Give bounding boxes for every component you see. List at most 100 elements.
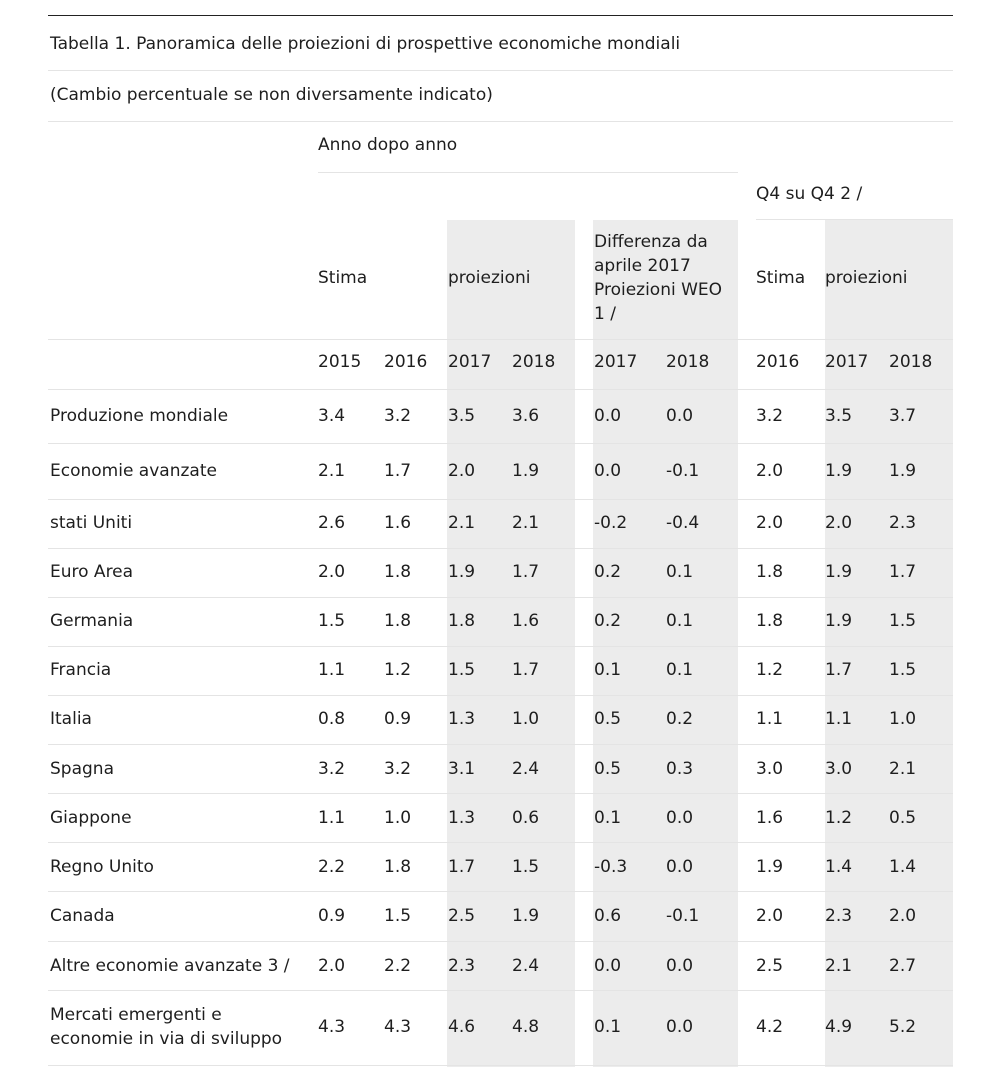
table-cell: 2.7 [889, 956, 917, 976]
table-cell: 3.0 [756, 759, 784, 779]
shade-band-projections [447, 220, 575, 1067]
table-cell: 4.2 [756, 1017, 784, 1037]
row-label: Mercati emergenti e economie in via di s… [50, 1005, 283, 1049]
table-cell: 1.1 [318, 660, 346, 680]
table-cell: 1.7 [825, 660, 853, 680]
table-cell: 0.0 [666, 406, 694, 426]
table-cell: 1.5 [889, 611, 917, 631]
table-cell: 1.7 [448, 857, 476, 877]
row-divider [48, 891, 953, 892]
table-cell: 1.9 [512, 906, 540, 926]
table-cell: 3.6 [512, 406, 540, 426]
table-cell: 2.3 [448, 956, 476, 976]
table-cell: 1.4 [825, 857, 853, 877]
row-divider [48, 646, 953, 647]
table-cell: 3.1 [448, 759, 476, 779]
table-cell: 1.0 [384, 808, 412, 828]
table-cell: 4.3 [384, 1017, 412, 1037]
table-cell: 0.5 [594, 709, 622, 729]
row-label: Regno Unito [50, 857, 154, 877]
table-cell: 0.2 [594, 611, 622, 631]
table-cell: 2.0 [756, 513, 784, 533]
table-cell: 0.0 [666, 857, 694, 877]
table-cell: 1.5 [384, 906, 412, 926]
table-cell: 0.9 [318, 906, 346, 926]
table-cell: 0.1 [594, 1017, 622, 1037]
year-header: 2015 [318, 352, 362, 372]
table-cell: -0.3 [594, 857, 628, 877]
table-cell: 3.2 [756, 406, 784, 426]
table-cell: 1.6 [384, 513, 412, 533]
table-cell: 0.0 [666, 1017, 694, 1037]
year-header: 2018 [512, 352, 556, 372]
table-cell: -0.2 [594, 513, 628, 533]
row-label: Spagna [50, 759, 114, 779]
table-cell: 1.2 [825, 808, 853, 828]
table-cell: 1.9 [756, 857, 784, 877]
table-cell: 0.9 [384, 709, 412, 729]
row-divider [48, 695, 953, 696]
table-cell: 3.7 [889, 406, 917, 426]
table-cell: 3.5 [448, 406, 476, 426]
table-cell: 1.1 [318, 808, 346, 828]
table-cell: 0.1 [594, 808, 622, 828]
table-cell: 3.5 [825, 406, 853, 426]
row-divider [48, 990, 953, 991]
table-cell: 0.1 [666, 611, 694, 631]
table-cell: 3.2 [384, 759, 412, 779]
table-cell: 2.3 [889, 513, 917, 533]
table-cell: 2.2 [318, 857, 346, 877]
table-cell: 1.5 [512, 857, 540, 877]
table-cell: 2.2 [384, 956, 412, 976]
table-cell: 2.0 [318, 562, 346, 582]
table-cell: 4.8 [512, 1017, 540, 1037]
table-cell: 2.3 [825, 906, 853, 926]
table-cell: 1.0 [889, 709, 917, 729]
divider [756, 219, 953, 220]
table-cell: 1.5 [318, 611, 346, 631]
table-cell: 2.4 [512, 956, 540, 976]
table-cell: 0.0 [594, 406, 622, 426]
table-cell: 2.1 [889, 759, 917, 779]
table-cell: 0.5 [889, 808, 917, 828]
table-cell: 1.7 [889, 562, 917, 582]
table-cell: 0.6 [594, 906, 622, 926]
table-cell: 2.5 [756, 956, 784, 976]
table-cell: 0.8 [318, 709, 346, 729]
header-stima: Stima [318, 268, 368, 288]
table-cell: 1.9 [825, 562, 853, 582]
table-cell: 1.8 [448, 611, 476, 631]
table-cell: 3.0 [825, 759, 853, 779]
table-cell: 1.1 [825, 709, 853, 729]
table-cell: 2.1 [825, 956, 853, 976]
row-label: Euro Area [50, 562, 134, 582]
year-header: 2016 [384, 352, 428, 372]
table-cell: 0.1 [594, 660, 622, 680]
table-cell: 2.0 [756, 461, 784, 481]
row-divider [48, 941, 953, 942]
row-divider [48, 548, 953, 549]
table-cell: 1.9 [448, 562, 476, 582]
table-cell: 1.3 [448, 808, 476, 828]
table-cell: 2.0 [448, 461, 476, 481]
row-label: Francia [50, 660, 112, 680]
table-cell: 1.7 [512, 562, 540, 582]
table-cell: -0.1 [666, 906, 700, 926]
table-cell: 1.5 [889, 660, 917, 680]
table-cell: 1.6 [512, 611, 540, 631]
table-cell: 0.5 [594, 759, 622, 779]
table-cell: 0.0 [594, 461, 622, 481]
row-divider [48, 597, 953, 598]
table-cell: 0.1 [666, 660, 694, 680]
table-cell: 1.9 [825, 461, 853, 481]
divider [48, 70, 953, 71]
table-cell: 4.3 [318, 1017, 346, 1037]
table-cell: 2.1 [512, 513, 540, 533]
row-divider [48, 499, 953, 500]
row-divider [48, 744, 953, 745]
row-label: Canada [50, 906, 115, 926]
table-cell: 2.5 [448, 906, 476, 926]
row-divider [48, 842, 953, 843]
row-label: Economie avanzate [50, 461, 217, 481]
divider [48, 389, 953, 390]
